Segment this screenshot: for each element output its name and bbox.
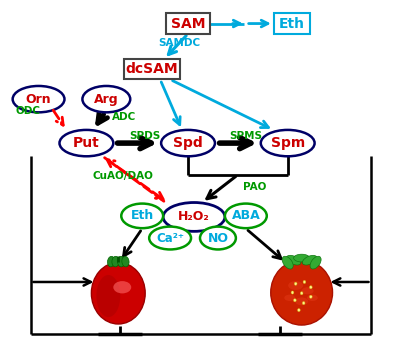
Ellipse shape — [91, 263, 145, 324]
Ellipse shape — [282, 256, 293, 269]
Ellipse shape — [113, 281, 131, 293]
Ellipse shape — [302, 287, 314, 294]
Ellipse shape — [294, 254, 310, 262]
Text: ODC: ODC — [16, 106, 41, 116]
Text: Spd: Spd — [173, 136, 203, 150]
FancyBboxPatch shape — [274, 13, 310, 34]
Ellipse shape — [122, 256, 129, 267]
Ellipse shape — [303, 280, 306, 283]
Ellipse shape — [108, 256, 115, 267]
Ellipse shape — [163, 203, 225, 231]
Ellipse shape — [307, 295, 318, 301]
Ellipse shape — [291, 291, 294, 294]
Text: Arg: Arg — [94, 92, 119, 106]
Text: Put: Put — [73, 136, 100, 150]
Text: Orn: Orn — [26, 92, 51, 106]
Text: ADC: ADC — [112, 112, 136, 122]
Ellipse shape — [82, 86, 130, 112]
Ellipse shape — [271, 260, 332, 325]
Ellipse shape — [295, 298, 308, 305]
Ellipse shape — [121, 204, 163, 228]
Ellipse shape — [200, 227, 236, 250]
FancyBboxPatch shape — [166, 13, 210, 34]
Text: CuAO/DAO: CuAO/DAO — [92, 171, 153, 181]
Ellipse shape — [286, 255, 301, 265]
Text: SAMDC: SAMDC — [158, 38, 200, 48]
Ellipse shape — [112, 256, 119, 267]
Text: Ca²⁺: Ca²⁺ — [156, 232, 184, 245]
Text: Eth: Eth — [130, 209, 154, 222]
Ellipse shape — [288, 281, 303, 290]
Ellipse shape — [294, 299, 296, 302]
Ellipse shape — [161, 130, 215, 156]
Ellipse shape — [294, 282, 297, 285]
Text: SAM: SAM — [171, 17, 205, 31]
Ellipse shape — [310, 286, 312, 289]
Ellipse shape — [302, 255, 317, 265]
Ellipse shape — [302, 301, 305, 305]
Text: PAO: PAO — [243, 182, 266, 192]
Text: NO: NO — [208, 232, 228, 245]
Text: H₂O₂: H₂O₂ — [178, 210, 210, 223]
Text: Eth: Eth — [279, 17, 305, 31]
Ellipse shape — [13, 86, 64, 112]
Ellipse shape — [310, 256, 321, 269]
Ellipse shape — [225, 204, 267, 228]
Ellipse shape — [300, 292, 303, 295]
Ellipse shape — [149, 227, 191, 250]
Ellipse shape — [60, 130, 113, 156]
Ellipse shape — [118, 256, 125, 267]
Text: SPMS: SPMS — [230, 131, 262, 141]
Text: SPDS: SPDS — [129, 131, 160, 141]
Ellipse shape — [96, 275, 120, 317]
Ellipse shape — [310, 295, 312, 298]
Ellipse shape — [298, 309, 300, 312]
Text: Spm: Spm — [270, 136, 305, 150]
Text: ABA: ABA — [232, 209, 260, 222]
Ellipse shape — [261, 130, 315, 156]
Ellipse shape — [284, 295, 295, 301]
FancyBboxPatch shape — [124, 59, 180, 79]
Text: dcSAM: dcSAM — [126, 62, 178, 76]
